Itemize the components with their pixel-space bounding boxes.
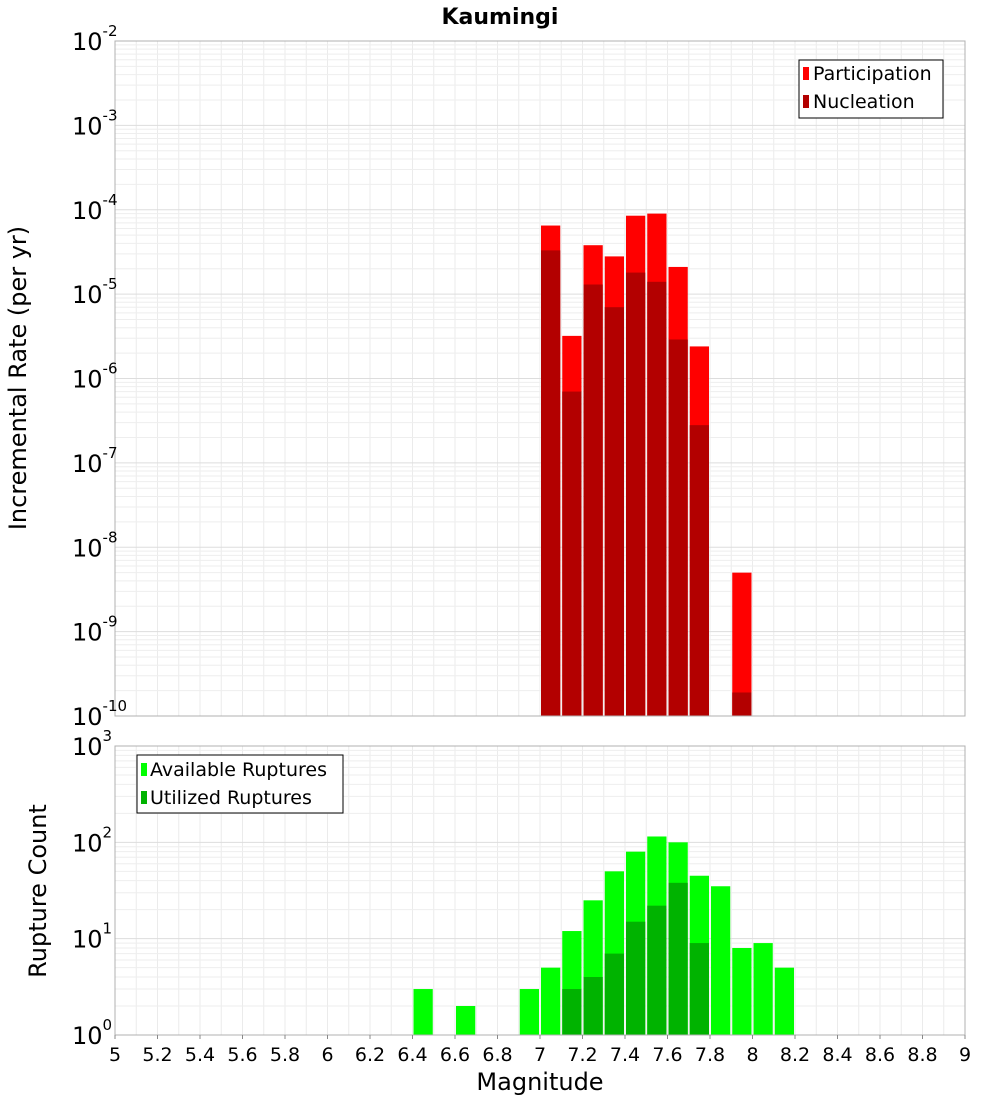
bottom-y-axis-label: Rupture Count (24, 804, 52, 978)
top-y-tick-label: 10-4 (72, 191, 118, 225)
bar-available-ruptures (732, 948, 752, 1035)
bottom-panel: 100 101 102 103 5 5.2 5.4 5.6 5.8 6 6.2 6.4 6.6 6.8 7… (24, 727, 971, 1096)
x-tick-label: 7.4 (610, 1044, 640, 1066)
x-tick-label: 7.8 (695, 1044, 725, 1066)
x-tick-label: 8.2 (780, 1044, 810, 1066)
top-plot-border (114, 40, 966, 717)
bar-utilized-ruptures (626, 921, 646, 1035)
bar-utilized-ruptures (604, 953, 624, 1035)
top-panel: 10-10 10-9 10-8 10-7 10-6 10-5 10-4 10-3 10-2 In… (4, 22, 966, 731)
bar-available-ruptures (541, 967, 561, 1035)
legend-swatch-nucleation (803, 95, 809, 108)
legend-label-participation: Participation (813, 63, 932, 85)
top-y-tick-label: 10-5 (72, 275, 118, 309)
x-tick-label: 6.2 (355, 1044, 385, 1066)
bottom-x-tick-labels: 5 5.2 5.4 5.6 5.8 6 6.2 6.4 6.6 6.8 7 7.2 7.4 7.6 7.8 8… (109, 1035, 971, 1066)
top-y-tick-label: 10-7 (72, 444, 118, 478)
x-tick-label: 6.4 (397, 1044, 427, 1066)
top-y-tick-label: 10-6 (72, 360, 118, 394)
x-tick-label: 5.6 (227, 1044, 257, 1066)
bottom-bars (413, 836, 794, 1035)
legend-label-available: Available Ruptures (150, 759, 327, 781)
x-tick-label: 8 (746, 1044, 758, 1066)
bar-nucleation (647, 281, 667, 716)
bar-available-ruptures (753, 943, 773, 1035)
bottom-y-tick-label: 101 (72, 920, 112, 954)
x-tick-label: 7.6 (652, 1044, 682, 1066)
bar-utilized-ruptures (583, 977, 603, 1035)
x-tick-label: 5.4 (185, 1044, 215, 1066)
top-legend: Participation Nucleation (798, 59, 944, 119)
x-tick-label: 9 (959, 1044, 971, 1066)
x-tick-label: 7 (534, 1044, 546, 1066)
x-tick-label: 7.2 (567, 1044, 597, 1066)
top-grid (114, 41, 966, 717)
bottom-y-tick-label: 102 (72, 823, 112, 857)
bar-utilized-ruptures (668, 882, 688, 1035)
bar-nucleation (604, 307, 624, 716)
bar-utilized-ruptures (647, 905, 667, 1035)
legend-swatch-utilized (141, 791, 147, 804)
legend-label-utilized: Utilized Ruptures (150, 787, 312, 809)
x-tick-label: 6.6 (440, 1044, 470, 1066)
bottom-y-tick-label: 103 (72, 727, 112, 761)
bar-available-ruptures (456, 1006, 476, 1035)
bar-participation (732, 572, 752, 716)
x-tick-label: 5.2 (142, 1044, 172, 1066)
bar-nucleation (626, 272, 646, 716)
top-y-tick-label: 10-8 (72, 528, 118, 562)
x-tick-label: 8.4 (822, 1044, 852, 1066)
bar-nucleation (732, 692, 752, 716)
legend-label-nucleation: Nucleation (813, 91, 915, 113)
top-y-tick-labels: 10-10 10-9 10-8 10-7 10-6 10-5 10-4 10-3 10-2 (72, 22, 127, 731)
bottom-legend: Available Ruptures Utilized Ruptures (136, 754, 344, 814)
x-tick-label: 5 (109, 1044, 121, 1066)
bar-available-ruptures (774, 967, 794, 1035)
top-bars (541, 213, 752, 717)
bar-nucleation (668, 339, 688, 716)
legend-swatch-participation (803, 67, 809, 80)
x-tick-label: 8.6 (865, 1044, 895, 1066)
top-y-axis-label: Incremental Rate (per yr) (4, 226, 32, 530)
top-y-tick-label: 10-10 (72, 697, 127, 731)
bottom-legend-box (136, 754, 344, 814)
bar-utilized-ruptures (562, 989, 582, 1035)
top-y-tick-label: 10-2 (72, 22, 118, 56)
bottom-y-tick-label: 100 (72, 1016, 112, 1050)
bottom-y-tick-labels: 100 101 102 103 (72, 727, 112, 1050)
bar-nucleation (689, 425, 709, 716)
bar-utilized-ruptures (689, 943, 709, 1035)
x-tick-label: 6 (321, 1044, 333, 1066)
x-tick-label: 8.8 (907, 1044, 937, 1066)
x-axis-label: Magnitude (476, 1068, 603, 1096)
top-y-tick-label: 10-9 (72, 613, 118, 647)
chart-title: Kaumingi (442, 5, 559, 30)
bar-available-ruptures (413, 989, 433, 1035)
legend-swatch-available (141, 763, 147, 776)
top-y-tick-label: 10-3 (72, 106, 118, 140)
x-tick-label: 6.8 (482, 1044, 512, 1066)
x-tick-label: 5.8 (270, 1044, 300, 1066)
bar-nucleation (541, 250, 561, 717)
bar-available-ruptures (519, 989, 539, 1035)
top-legend-box (798, 59, 944, 119)
bar-nucleation (562, 391, 582, 716)
bar-nucleation (583, 284, 603, 716)
bar-available-ruptures (711, 886, 731, 1035)
